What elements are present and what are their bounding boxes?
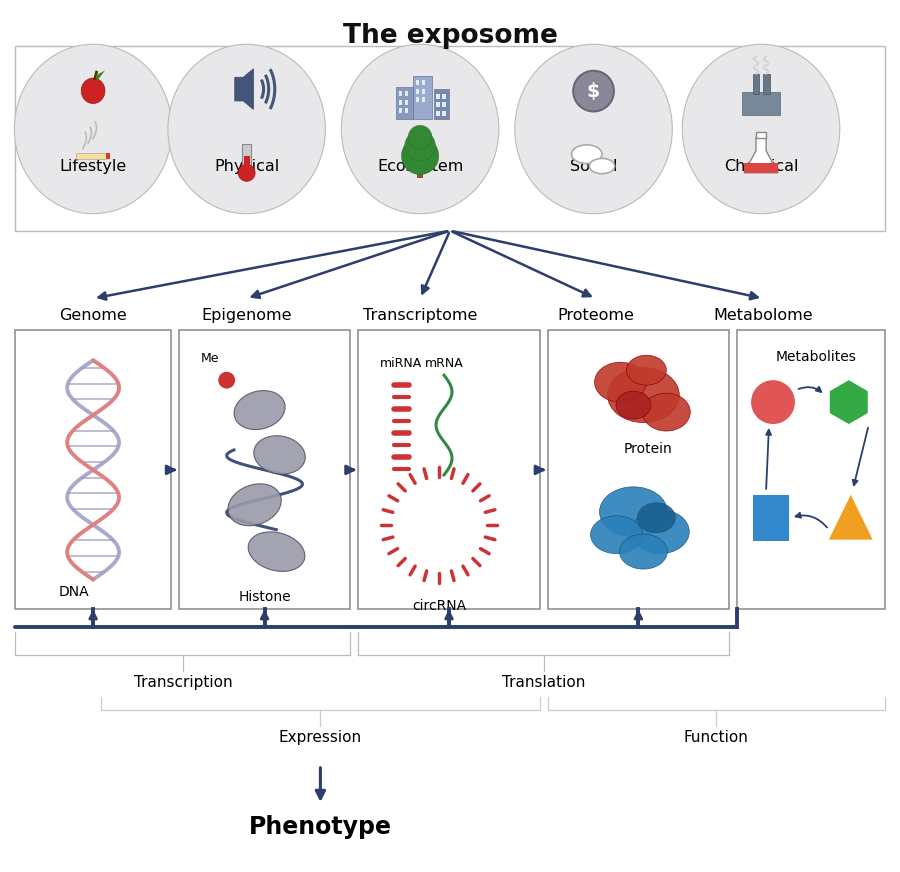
Bar [442,102,446,107]
Ellipse shape [637,503,675,533]
Circle shape [405,131,436,161]
Ellipse shape [616,392,651,419]
Bar [399,108,402,113]
Polygon shape [235,69,254,110]
Bar [244,156,249,173]
Ellipse shape [595,362,646,402]
Polygon shape [95,71,105,80]
Circle shape [382,467,497,582]
Bar [548,330,729,610]
Ellipse shape [234,391,285,430]
Text: Social: Social [570,160,617,174]
Text: Transcriptome: Transcriptome [363,309,477,324]
Bar [742,92,779,114]
Circle shape [218,371,236,389]
Bar [396,87,413,119]
Bar [416,89,419,93]
Bar [442,111,446,116]
Text: Proteome: Proteome [557,309,634,324]
Ellipse shape [248,532,305,571]
Bar [436,93,439,99]
Circle shape [409,126,432,149]
Text: Lifestyle: Lifestyle [59,160,127,174]
Ellipse shape [14,44,172,214]
Ellipse shape [341,44,499,214]
Ellipse shape [590,515,643,554]
Text: Epigenome: Epigenome [202,309,292,324]
Bar [15,46,885,231]
Bar [737,330,885,610]
Text: Metabolome: Metabolome [713,309,813,324]
Bar [405,91,409,96]
Bar [106,153,110,159]
Circle shape [238,164,255,181]
Ellipse shape [626,355,666,385]
Polygon shape [830,380,868,424]
Text: Protein: Protein [624,442,673,456]
Bar [752,74,760,94]
Ellipse shape [619,535,667,569]
Text: mRNA: mRNA [425,358,464,371]
Bar [405,108,409,113]
Ellipse shape [515,44,672,214]
Polygon shape [829,494,873,540]
Text: Genome: Genome [59,309,127,324]
Text: circRNA: circRNA [412,599,466,614]
Ellipse shape [682,44,840,214]
Text: Function: Function [684,730,749,745]
Ellipse shape [599,487,667,536]
Bar [242,144,251,169]
Ellipse shape [632,510,689,554]
Bar [76,153,106,159]
Text: Me: Me [201,351,219,364]
Ellipse shape [572,145,602,164]
Ellipse shape [643,393,690,431]
Text: $: $ [587,82,600,100]
Bar [416,80,419,85]
Bar [422,97,425,102]
Bar [436,102,439,107]
Circle shape [401,137,438,174]
Bar [416,97,419,102]
Bar [434,90,449,119]
Bar [179,330,350,610]
Ellipse shape [228,484,282,526]
Text: Chemical: Chemical [724,160,798,174]
Bar [753,494,789,541]
Bar [399,99,402,105]
Bar [756,133,766,138]
Text: Physical: Physical [214,160,279,174]
Ellipse shape [590,159,615,174]
Bar [422,89,425,93]
Bar [436,111,439,116]
Polygon shape [744,137,778,173]
Bar [358,330,540,610]
Text: Phenotype: Phenotype [249,814,392,839]
Bar [399,91,402,96]
Text: Ecosystem: Ecosystem [377,160,464,174]
Circle shape [752,380,795,424]
Ellipse shape [608,368,680,423]
Bar [442,93,446,99]
Circle shape [573,71,614,112]
Text: The exposome: The exposome [343,24,557,50]
Polygon shape [744,163,778,173]
Text: Expression: Expression [279,730,362,745]
Bar [762,74,770,94]
Bar [413,76,432,119]
Text: DNA: DNA [58,584,89,598]
Text: miRNA: miRNA [380,358,422,371]
Ellipse shape [168,44,326,214]
Bar [422,80,425,85]
Ellipse shape [254,436,305,474]
Text: Translation: Translation [502,675,585,691]
Ellipse shape [81,78,105,104]
Bar [405,99,409,105]
Text: Histone: Histone [238,589,291,603]
Text: Metabolites: Metabolites [776,351,856,364]
Bar [15,330,171,610]
Bar [417,163,424,178]
Text: Transcription: Transcription [133,675,232,691]
